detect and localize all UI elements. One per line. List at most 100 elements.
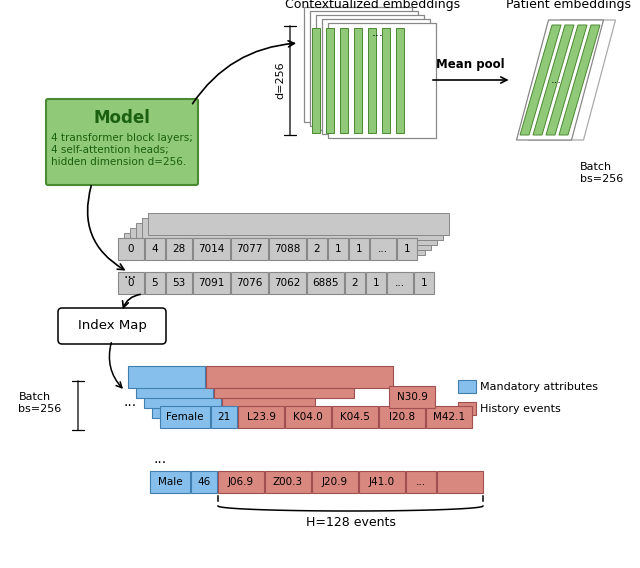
Bar	[458, 380, 476, 393]
Text: 7014: 7014	[198, 244, 225, 254]
Text: N30.9: N30.9	[397, 392, 428, 402]
Polygon shape	[533, 25, 574, 135]
Bar	[316, 15, 424, 130]
Bar	[354, 28, 362, 133]
Bar	[191, 471, 217, 493]
Text: Male: Male	[157, 477, 182, 487]
Bar	[322, 19, 430, 134]
Bar	[118, 238, 144, 260]
Bar	[312, 471, 358, 493]
Bar	[230, 396, 276, 418]
Text: K04.5: K04.5	[340, 412, 370, 422]
Text: 0: 0	[128, 244, 134, 254]
Text: ...: ...	[124, 267, 136, 281]
Bar	[326, 28, 334, 133]
Bar	[458, 402, 476, 415]
Bar	[349, 238, 369, 260]
Bar	[437, 471, 483, 493]
Text: ...: ...	[395, 278, 405, 288]
Text: K04.0: K04.0	[293, 412, 323, 422]
Bar	[328, 23, 436, 138]
Bar	[366, 272, 386, 294]
Text: J20.9: J20.9	[322, 477, 348, 487]
Text: 7091: 7091	[198, 278, 225, 288]
Bar	[328, 238, 348, 260]
Bar	[128, 366, 205, 388]
Bar	[396, 28, 404, 133]
Text: Model: Model	[93, 109, 150, 127]
Text: Female: Female	[166, 412, 204, 422]
Text: 1: 1	[404, 244, 410, 254]
Bar	[304, 7, 412, 122]
Bar	[214, 376, 354, 398]
Text: 2: 2	[352, 278, 358, 288]
Bar	[312, 28, 321, 133]
Text: Mandatory attributes: Mandatory attributes	[480, 382, 598, 391]
Text: 7077: 7077	[236, 244, 262, 254]
Bar	[160, 406, 210, 428]
Text: 1: 1	[356, 244, 362, 254]
Bar	[142, 218, 443, 240]
Bar	[118, 272, 144, 294]
Bar	[340, 28, 348, 133]
Text: d=256: d=256	[275, 62, 285, 99]
Polygon shape	[546, 25, 587, 135]
FancyBboxPatch shape	[46, 99, 198, 185]
Bar	[130, 228, 431, 250]
Text: ...: ...	[416, 477, 426, 487]
Text: 1: 1	[372, 278, 380, 288]
Bar	[206, 366, 393, 388]
Polygon shape	[520, 25, 561, 135]
Bar	[238, 406, 284, 428]
Bar	[406, 471, 436, 493]
Bar	[136, 376, 213, 398]
Bar	[367, 28, 376, 133]
Bar	[152, 396, 229, 418]
Bar	[231, 272, 268, 294]
Text: 4: 4	[152, 244, 158, 254]
Bar	[414, 272, 434, 294]
Bar	[269, 238, 306, 260]
FancyBboxPatch shape	[58, 308, 166, 344]
Text: ...: ...	[550, 75, 561, 85]
Text: Batch
bs=256: Batch bs=256	[580, 162, 623, 183]
Text: ...: ...	[124, 395, 136, 409]
Bar	[148, 213, 449, 235]
Bar	[145, 238, 165, 260]
Text: 6885: 6885	[312, 278, 339, 288]
Text: Index Map: Index Map	[77, 319, 147, 332]
Text: L23.9: L23.9	[246, 412, 275, 422]
Text: J06.9: J06.9	[228, 477, 254, 487]
Bar	[166, 238, 192, 260]
Bar	[231, 238, 268, 260]
Text: 7088: 7088	[275, 244, 301, 254]
Bar	[265, 471, 311, 493]
Text: Mean pool: Mean pool	[436, 58, 505, 71]
Text: I20.8: I20.8	[389, 412, 415, 422]
Text: 7076: 7076	[236, 278, 262, 288]
Text: Batch
bs=256: Batch bs=256	[19, 392, 61, 414]
Bar	[332, 406, 378, 428]
Text: 1: 1	[420, 278, 428, 288]
Bar	[310, 11, 418, 126]
Text: ...: ...	[378, 244, 388, 254]
Text: ...: ...	[372, 27, 384, 40]
Bar	[211, 406, 237, 428]
Bar	[193, 238, 230, 260]
Text: Patient embeddings: Patient embeddings	[506, 0, 630, 11]
Bar	[381, 28, 390, 133]
Bar	[285, 406, 331, 428]
Polygon shape	[516, 20, 604, 140]
Bar	[144, 386, 221, 408]
Text: 7062: 7062	[275, 278, 301, 288]
Text: M42.1: M42.1	[433, 412, 465, 422]
Bar	[379, 406, 425, 428]
Bar	[166, 272, 192, 294]
Text: 4 transformer block layers;
4 self-attention heads;
hidden dimension d=256.: 4 transformer block layers; 4 self-atten…	[51, 133, 193, 166]
Text: ...: ...	[154, 452, 166, 466]
Bar	[218, 471, 264, 493]
Bar	[370, 238, 396, 260]
Bar	[145, 272, 165, 294]
Polygon shape	[529, 20, 616, 140]
Text: 0: 0	[128, 278, 134, 288]
